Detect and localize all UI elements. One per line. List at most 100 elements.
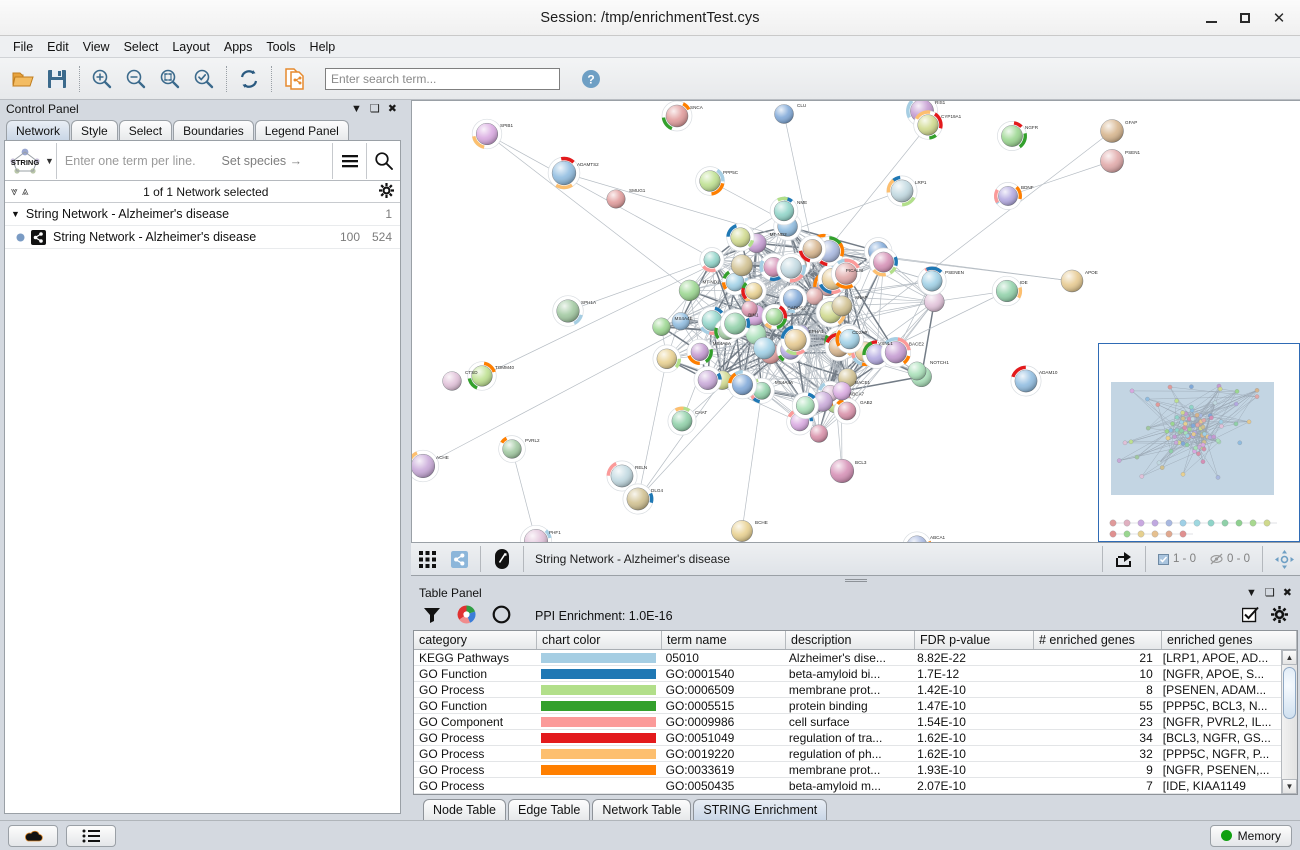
string-logo-icon[interactable]: STRING (5, 143, 45, 179)
enrichment-table[interactable]: category chart color term name descripti… (413, 630, 1298, 795)
chevron-down-icon[interactable]: ▼ (351, 102, 362, 115)
save-icon[interactable] (40, 62, 74, 96)
zoom-in-icon[interactable] (85, 62, 119, 96)
scrollbar-thumb[interactable] (1283, 667, 1296, 719)
filter-icon[interactable] (423, 606, 441, 627)
checkbox-icon[interactable] (1241, 606, 1259, 626)
title-bar: Session: /tmp/enrichmentTest.cys ✕ (0, 0, 1300, 36)
grid-layout-icon[interactable] (411, 544, 443, 574)
gear-icon[interactable] (1271, 606, 1288, 626)
table-row[interactable]: GO Function GO:0001540 beta-amyloid bi... 1… (414, 666, 1297, 682)
maximize-button[interactable] (1228, 3, 1262, 33)
table-row[interactable]: GO Process GO:0006509 membrane prot... 1.42… (414, 682, 1297, 698)
zoom-fit-icon[interactable] (153, 62, 187, 96)
network-graph[interactable]: MT-ND2 MT-ND1 VSNL1 CD2AP MS4A4A MS4A6A MS4A4E… (412, 101, 1300, 542)
cell-description: regulation of tra... (788, 730, 883, 745)
chevron-down-icon[interactable]: ▼ (45, 155, 54, 166)
open-folder-icon[interactable] (6, 62, 40, 96)
menu-select[interactable]: Select (123, 39, 159, 54)
float-panel-icon[interactable]: ❑ (1264, 586, 1275, 599)
menu-apps[interactable]: Apps (223, 39, 253, 54)
expand-all-icon[interactable]: ⩓ (21, 184, 29, 198)
zoom-out-icon[interactable] (119, 62, 153, 96)
gear-icon[interactable] (379, 182, 394, 201)
memory-status-button[interactable]: Memory (1209, 824, 1292, 847)
cell-chart-color (536, 682, 660, 697)
tab-select[interactable]: Select (118, 120, 173, 140)
menu-tools[interactable]: Tools (266, 39, 296, 54)
tab-network-table[interactable]: Network Table (592, 799, 692, 820)
menu-help[interactable]: Help (309, 39, 336, 54)
table-row[interactable]: GO Function GO:0005515 protein binding 1.47… (414, 698, 1297, 714)
tab-style[interactable]: Style (71, 120, 118, 140)
menu-edit[interactable]: Edit (47, 39, 69, 54)
panel-splitter[interactable] (411, 576, 1300, 584)
magnifier-icon[interactable] (366, 142, 400, 179)
tab-boundaries[interactable]: Boundaries (173, 120, 254, 140)
annotation-icon[interactable] (486, 544, 518, 574)
svg-text:PPP5C: PPP5C (723, 170, 739, 175)
expand-arrow-icon[interactable]: ▼ (11, 209, 20, 219)
table-body[interactable]: KEGG Pathways 05010 Alzheimer's dise... 8.8… (414, 650, 1297, 794)
pie-chart-icon[interactable] (457, 605, 476, 627)
refresh-icon[interactable] (232, 62, 266, 96)
column-header-num-enriched-genes[interactable]: # enriched genes (1034, 631, 1162, 649)
share-network-icon[interactable] (443, 544, 475, 574)
export-network-icon[interactable] (277, 62, 311, 96)
search-input[interactable]: Enter search term... (325, 67, 560, 90)
scroll-up-arrow[interactable]: ▲ (1282, 650, 1297, 665)
cell-chart-color (536, 666, 660, 681)
selected-nodes-counter[interactable]: 1 - 0 (1151, 553, 1203, 565)
cloud-icon[interactable] (8, 824, 58, 847)
export-image-icon[interactable] (1108, 544, 1140, 574)
table-vertical-scrollbar[interactable]: ▲ ▼ (1281, 650, 1297, 794)
tab-string-enrichment[interactable]: STRING Enrichment (693, 799, 828, 820)
tab-network[interactable]: Network (6, 120, 71, 140)
hamburger-icon[interactable] (332, 142, 366, 179)
color-swatch (541, 748, 656, 759)
menu-file[interactable]: File (13, 39, 34, 54)
close-icon[interactable]: ✕ (1272, 10, 1286, 27)
svg-text:PICALM: PICALM (846, 268, 863, 273)
minimize-button[interactable] (1194, 3, 1228, 33)
string-term-input[interactable]: Enter one term per line. Set species → (55, 142, 332, 179)
column-header-fdr-p-value[interactable]: FDR p-value (915, 631, 1034, 649)
table-row[interactable]: GO Process GO:0033619 membrane prot... 1.93… (414, 762, 1297, 778)
close-panel-icon[interactable]: ✖ (387, 102, 397, 115)
column-header-enriched-genes[interactable]: enriched genes (1162, 631, 1297, 649)
help-icon[interactable]: ? (574, 62, 608, 96)
float-panel-icon[interactable]: ❑ (369, 102, 380, 115)
task-list-icon[interactable] (66, 824, 116, 847)
close-panel-icon[interactable]: ✖ (1282, 586, 1292, 599)
svg-text:PSEN1: PSEN1 (1125, 150, 1141, 155)
chevron-down-icon[interactable]: ▼ (1246, 586, 1257, 599)
column-header-chart-color[interactable]: chart color (537, 631, 662, 649)
network-canvas[interactable]: MT-ND2 MT-ND1 VSNL1 CD2AP MS4A4A MS4A6A MS4A4E… (411, 100, 1300, 542)
hidden-nodes-counter[interactable]: 0 - 0 (1203, 553, 1257, 565)
column-header-description[interactable]: description (786, 631, 915, 649)
scroll-down-arrow[interactable]: ▼ (1282, 779, 1297, 794)
menu-layout[interactable]: Layout (172, 39, 210, 54)
network-overview-panel[interactable] (1098, 343, 1300, 542)
tab-legend-panel[interactable]: Legend Panel (254, 120, 349, 140)
table-row[interactable]: KEGG Pathways 05010 Alzheimer's dise... 8.8… (414, 650, 1297, 666)
donut-chart-icon[interactable] (492, 605, 511, 627)
tab-node-table[interactable]: Node Table (423, 799, 507, 820)
column-header-term-name[interactable]: term name (662, 631, 786, 649)
svg-text:STRING: STRING (11, 158, 40, 167)
tab-edge-table[interactable]: Edge Table (508, 799, 591, 820)
cell-description: beta-amyloid m... (788, 778, 881, 793)
table-row[interactable]: GO Process GO:0051049 regulation of tra...… (414, 730, 1297, 746)
svg-text:NGFR: NGFR (1025, 125, 1039, 130)
collapse-all-icon[interactable]: ⩔ (11, 184, 18, 198)
menu-view[interactable]: View (82, 39, 110, 54)
column-header-category[interactable]: category (414, 631, 537, 649)
zoom-selected-icon[interactable] (187, 62, 221, 96)
table-row[interactable]: GO Process GO:0050435 beta-amyloid m... 2.0… (414, 778, 1297, 794)
set-species-link[interactable]: Set species → (221, 153, 303, 168)
table-row[interactable]: GO Component GO:0009986 cell surface 1.54E-… (414, 714, 1297, 730)
network-tree-item[interactable]: String Network - Alzheimer's disease 100… (5, 226, 400, 249)
table-row[interactable]: GO Process GO:0019220 regulation of ph... 1… (414, 746, 1297, 762)
network-tree-root[interactable]: ▼ String Network - Alzheimer's disease 1 (5, 203, 400, 226)
center-network-icon[interactable] (1268, 544, 1300, 574)
